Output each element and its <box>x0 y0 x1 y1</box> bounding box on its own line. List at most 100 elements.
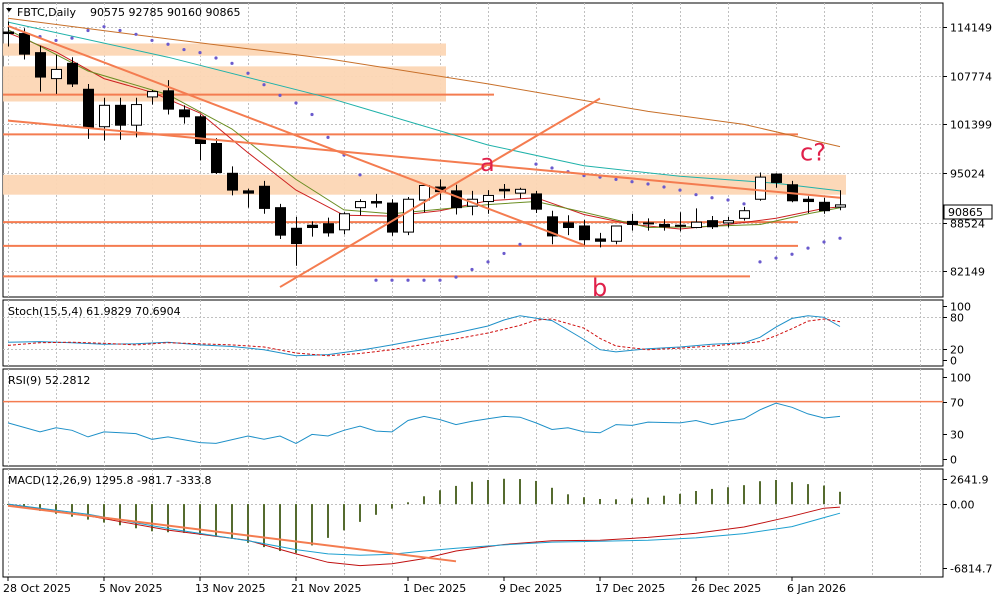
candle-body[interactable] <box>179 109 190 118</box>
candle-body[interactable] <box>3 31 14 35</box>
candle-body[interactable] <box>147 91 158 98</box>
candle-body[interactable] <box>227 172 238 191</box>
rsi-title: RSI(9) 52.2812 <box>8 374 90 387</box>
candle-body[interactable] <box>163 90 174 110</box>
candle-body[interactable] <box>723 220 734 224</box>
sar-dot <box>710 196 714 200</box>
candle-body[interactable] <box>419 185 430 201</box>
indicator-axis-label: 80 <box>950 312 964 325</box>
macd-histogram-bar <box>407 502 409 504</box>
price-axis-label: 88524 <box>950 218 985 231</box>
candle-body[interactable] <box>563 222 574 229</box>
macd-histogram-bar <box>583 497 585 504</box>
candle-body[interactable] <box>675 224 686 227</box>
candle-body[interactable] <box>707 220 718 228</box>
sar-dot <box>534 162 538 166</box>
candle-body[interactable] <box>835 204 846 208</box>
candle-body[interactable] <box>131 104 142 126</box>
candle-body[interactable] <box>275 207 286 236</box>
candle-body[interactable] <box>643 222 654 225</box>
candle-body[interactable] <box>243 190 254 194</box>
sar-dot <box>726 198 730 202</box>
candle-body[interactable] <box>19 33 30 55</box>
macd-histogram-bar <box>471 481 473 504</box>
stoch-title: Stoch(15,5,4) 61.9829 70.6904 <box>8 305 181 318</box>
candle-body[interactable] <box>515 188 526 194</box>
last-price-marker <box>943 204 993 220</box>
candles[interactable] <box>3 21 846 266</box>
macd-histogram-bar <box>663 495 665 504</box>
candle-body[interactable] <box>403 198 414 233</box>
candle-body[interactable] <box>99 104 110 128</box>
candle-body[interactable] <box>339 213 350 231</box>
candle-body[interactable] <box>691 221 702 229</box>
time-axis-label: 5 Nov 2025 <box>99 582 162 595</box>
collapse-triangle-icon[interactable] <box>6 8 12 12</box>
candle-body[interactable] <box>451 190 462 209</box>
candle-body[interactable] <box>819 201 830 212</box>
price-axis-label: 95024 <box>950 168 985 181</box>
candle-body[interactable] <box>211 143 222 174</box>
candle-body[interactable] <box>355 201 366 209</box>
indicator-axis-label: 70 <box>950 397 964 410</box>
macd-histogram-bar <box>519 479 521 504</box>
candle-body[interactable] <box>771 173 782 183</box>
macd-histogram-bar <box>439 490 441 504</box>
candle-body[interactable] <box>291 227 302 245</box>
macd-histogram-bar <box>343 503 345 531</box>
candle-body[interactable] <box>739 210 750 219</box>
macd-histogram-bar <box>455 485 457 504</box>
sar-dot <box>406 278 410 282</box>
candle-body[interactable] <box>611 225 622 242</box>
candle-body[interactable] <box>83 88 94 128</box>
sar-dot <box>326 135 330 139</box>
indicator-axis-label: 100 <box>950 372 971 385</box>
sar-dot <box>166 42 170 46</box>
candle-body[interactable] <box>531 193 542 210</box>
candle-body[interactable] <box>67 62 78 85</box>
macd-histogram-bar <box>711 488 713 504</box>
sar-dot <box>678 188 682 192</box>
candle-body[interactable] <box>499 188 510 192</box>
rsi-panel[interactable] <box>2 368 944 467</box>
candle-body[interactable] <box>595 238 606 242</box>
macd-histogram-bar <box>631 498 633 504</box>
time-axis-label: 17 Dec 2025 <box>595 582 665 595</box>
candle-body[interactable] <box>307 224 318 229</box>
candle-body[interactable] <box>195 116 206 145</box>
candle-body[interactable] <box>115 104 126 126</box>
candle-body[interactable] <box>803 198 814 203</box>
candle-body[interactable] <box>371 201 382 204</box>
macd-histogram-bar <box>55 503 57 514</box>
candle-body[interactable] <box>755 176 766 200</box>
macd-histogram-bar <box>135 503 137 529</box>
moving-average-line <box>7 17 841 148</box>
candle-body[interactable] <box>659 223 670 228</box>
candle-body[interactable] <box>51 68 62 80</box>
sar-dot <box>774 256 778 260</box>
macd-histogram-bar <box>279 503 281 552</box>
sar-dot <box>278 93 282 97</box>
indicator-axis-label: 0 <box>950 454 957 467</box>
sar-dot <box>262 83 266 87</box>
macd-histogram-bar <box>759 481 761 504</box>
sar-dot <box>550 166 554 170</box>
candle-body[interactable] <box>323 223 334 234</box>
sar-dot <box>486 260 490 264</box>
candle-body[interactable] <box>579 225 590 241</box>
sar-dot <box>54 38 58 43</box>
macd-histogram-bar <box>375 503 377 515</box>
candle-body[interactable] <box>259 185 270 209</box>
macd-histogram-bar <box>807 484 809 504</box>
candle-body[interactable] <box>627 220 638 225</box>
wave-label-b: b <box>592 274 607 302</box>
sar-dot <box>662 185 666 189</box>
macd-histogram-bar <box>247 503 249 543</box>
candle-body[interactable] <box>483 194 494 203</box>
candle-body[interactable] <box>35 52 46 78</box>
candle-body[interactable] <box>547 216 558 237</box>
macd-histogram-bar <box>503 478 505 504</box>
stoch-panel[interactable] <box>2 299 944 367</box>
wave-label-c: c? <box>800 138 826 166</box>
